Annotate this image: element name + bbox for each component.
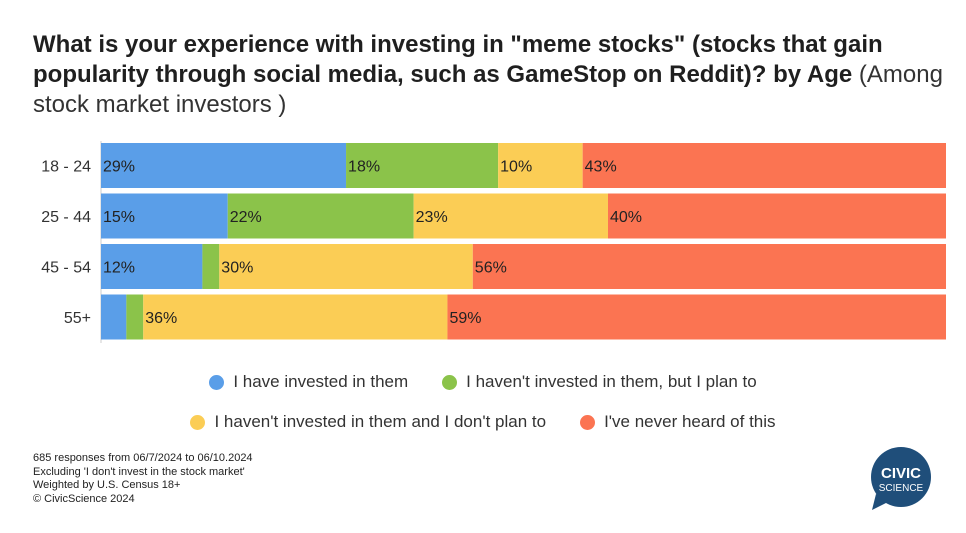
data-label: 43% (585, 159, 617, 176)
bar-segment (126, 294, 144, 340)
bar-segment (608, 193, 946, 239)
legend-label-no-plan: I haven't invested in them and I don't p… (214, 412, 547, 431)
legend-label-plan: I haven't invested in them, but I plan t… (466, 372, 757, 391)
category-label: 25 - 44 (41, 209, 91, 226)
bar-segment (498, 143, 583, 188)
footnote-weighting: Weighted by U.S. Census 18+ (33, 479, 181, 491)
legend-item-no-plan: I haven't invested in them and I don't p… (190, 412, 546, 432)
data-label: 40% (610, 209, 642, 226)
legend-row-1: I have invested in them I haven't invest… (0, 372, 966, 392)
legend-swatch-never (580, 414, 596, 430)
bar-segment (101, 294, 127, 340)
bar-segment (101, 244, 203, 289)
data-label: 59% (449, 310, 481, 327)
chart-title: What is your experience with investing i… (33, 30, 943, 120)
bar-segment (582, 143, 946, 188)
legend-swatch-no-plan (190, 414, 206, 430)
chart-subtitle: (Among stock market investors ) (33, 61, 943, 118)
data-label: 10% (500, 159, 532, 176)
bar-segment (346, 143, 499, 188)
data-label: 22% (230, 209, 262, 226)
category-label: 18 - 24 (41, 159, 91, 176)
footnote-responses: 685 responses from 06/7/2024 to 06/10.20… (33, 452, 253, 464)
civicscience-logo: CIVIC SCIENCE (871, 447, 931, 510)
legend-swatch-invested (209, 374, 225, 390)
category-label: 55+ (64, 310, 91, 327)
data-label: 23% (416, 209, 448, 226)
bar-segment (413, 193, 608, 239)
data-label: 18% (348, 159, 380, 176)
legend-row-2: I haven't invested in them and I don't p… (0, 412, 966, 432)
legend-label-invested: I have invested in them (233, 372, 409, 391)
footnotes: 685 responses from 06/7/2024 to 06/10.20… (33, 452, 253, 506)
category-label: 45 - 54 (41, 260, 91, 277)
stacked-bar-chart: 18 - 24 29% 18% 10% 43% 25 - 44 15% 22% 23% 40% 45… (41, 141, 946, 343)
data-label: 12% (103, 260, 135, 277)
data-label: 29% (103, 159, 135, 176)
bar-segment (101, 143, 347, 188)
legend-item-never: I've never heard of this (580, 412, 776, 432)
bar-segment (101, 193, 228, 239)
legend-swatch-plan (442, 374, 458, 390)
bar-segment (202, 244, 220, 289)
legend-item-plan: I haven't invested in them, but I plan t… (442, 372, 757, 392)
data-label: 36% (145, 310, 177, 327)
data-label: 30% (221, 260, 253, 277)
data-label: 15% (103, 209, 135, 226)
bar-segment (447, 294, 946, 340)
bar-segment (472, 244, 946, 289)
title-text: What is your experience with investing i… (33, 31, 883, 88)
bar-segment (219, 244, 473, 289)
bar-segment (227, 193, 414, 239)
logo-line1: CIVIC (881, 465, 921, 482)
bar-segment (143, 294, 448, 340)
data-label: 56% (475, 260, 507, 277)
logo-line2: SCIENCE (879, 483, 924, 494)
footnote-copyright: © CivicScience 2024 (33, 492, 135, 505)
footnote-exclusion: Excluding 'I don't invest in the stock m… (33, 465, 245, 478)
legend-label-never: I've never heard of this (604, 412, 776, 431)
legend-item-invested: I have invested in them (209, 372, 408, 392)
